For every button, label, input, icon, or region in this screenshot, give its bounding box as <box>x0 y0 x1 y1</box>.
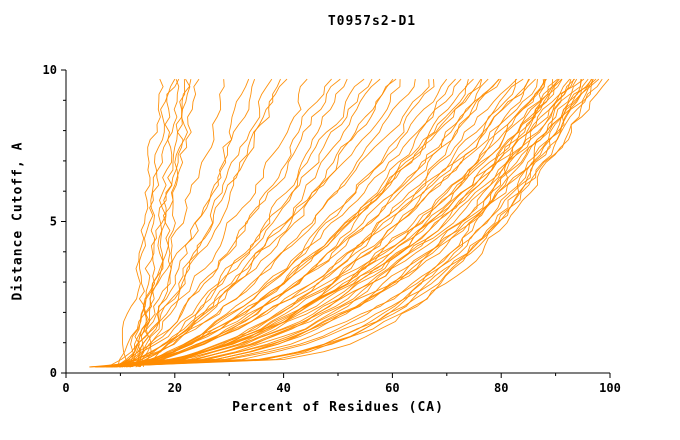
axes: 0 20 40 60 80 100 0 5 10 <box>43 63 621 395</box>
model-curve <box>89 78 594 368</box>
model-curve <box>96 78 610 368</box>
model-curve <box>96 78 560 368</box>
model-curve <box>111 79 435 368</box>
model-curve <box>123 78 448 368</box>
model-curve <box>106 79 546 368</box>
model-curve <box>109 78 500 368</box>
y-tick-label: 10 <box>43 63 57 77</box>
x-tick-label: 80 <box>494 381 508 395</box>
model-curve <box>105 78 578 368</box>
model-curve <box>121 78 482 368</box>
model-curve <box>110 78 536 368</box>
curve-lines <box>89 78 610 368</box>
model-curve <box>119 78 530 368</box>
model-curve <box>89 78 589 368</box>
model-curve <box>106 79 582 368</box>
model-curve <box>114 78 469 368</box>
model-curve <box>129 78 502 368</box>
y-tick-label: 5 <box>50 215 57 229</box>
model-curve <box>89 78 572 368</box>
model-curve <box>115 78 256 368</box>
model-curve <box>94 78 546 368</box>
x-axis-label: Percent of Residues (CA) <box>232 400 444 415</box>
model-curve <box>107 78 600 368</box>
model-curve <box>118 78 288 368</box>
chart-title: T0957s2-D1 <box>327 14 417 29</box>
x-tick-label: 60 <box>385 381 399 395</box>
x-tick-label: 0 <box>62 381 69 395</box>
model-curve <box>99 78 575 368</box>
x-tick-label: 20 <box>168 381 182 395</box>
model-curve <box>119 78 500 368</box>
model-curve <box>139 78 281 368</box>
x-tick-label: 40 <box>276 381 290 395</box>
y-tick-label: 0 <box>50 366 57 380</box>
model-curve <box>121 78 164 367</box>
model-curve <box>129 78 180 368</box>
model-curve <box>111 78 365 368</box>
model-curve <box>137 79 192 368</box>
model-curve <box>107 79 416 368</box>
model-curve <box>141 78 200 367</box>
model-curve <box>107 78 308 368</box>
model-curve <box>114 78 560 368</box>
model-curve <box>105 79 538 368</box>
model-curve <box>118 78 394 368</box>
model-curve <box>103 78 563 368</box>
model-curve <box>111 78 381 368</box>
model-curve <box>109 79 430 368</box>
model-curve <box>108 78 593 368</box>
model-curve <box>112 78 462 368</box>
x-tick-label: 100 <box>599 381 621 395</box>
model-curve <box>129 78 483 368</box>
model-curve <box>101 78 603 368</box>
model-curve <box>127 78 273 368</box>
model-curve <box>116 78 341 368</box>
model-curve <box>99 78 571 368</box>
model-curve <box>137 78 180 367</box>
model-curve <box>100 78 585 368</box>
model-curve <box>132 79 186 368</box>
model-curve <box>125 78 563 368</box>
model-curve <box>117 79 225 368</box>
model-curve <box>127 78 348 368</box>
model-curve <box>129 78 250 368</box>
model-curve <box>135 78 397 368</box>
model-curve <box>121 78 456 368</box>
model-curve <box>95 79 545 368</box>
